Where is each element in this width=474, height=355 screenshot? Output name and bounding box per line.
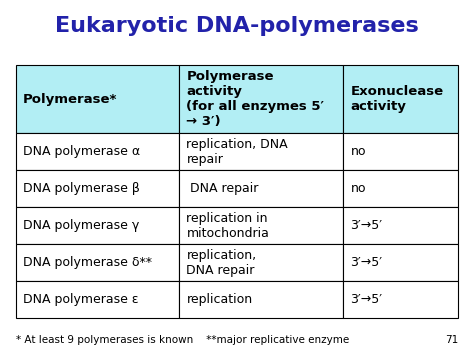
- FancyBboxPatch shape: [16, 282, 180, 318]
- Text: no: no: [350, 182, 366, 195]
- FancyBboxPatch shape: [16, 170, 180, 207]
- Text: replication,
DNA repair: replication, DNA repair: [186, 249, 256, 277]
- FancyBboxPatch shape: [180, 170, 343, 207]
- Text: DNA polymerase β: DNA polymerase β: [23, 182, 139, 195]
- Text: DNA polymerase α: DNA polymerase α: [23, 145, 140, 158]
- Text: replication in
mitochondria: replication in mitochondria: [186, 212, 269, 240]
- Text: Eukaryotic DNA-polymerases: Eukaryotic DNA-polymerases: [55, 16, 419, 36]
- Text: DNA polymerase δ**: DNA polymerase δ**: [23, 256, 152, 269]
- Text: replication, DNA
repair: replication, DNA repair: [186, 138, 288, 166]
- Text: replication: replication: [186, 293, 253, 306]
- FancyBboxPatch shape: [16, 133, 180, 170]
- Text: DNA repair: DNA repair: [186, 182, 259, 195]
- FancyBboxPatch shape: [16, 207, 180, 244]
- Text: DNA polymerase γ: DNA polymerase γ: [23, 219, 139, 232]
- Text: no: no: [350, 145, 366, 158]
- Text: Exonuclease
activity: Exonuclease activity: [350, 85, 444, 113]
- FancyBboxPatch shape: [16, 244, 180, 282]
- FancyBboxPatch shape: [180, 207, 343, 244]
- Text: 3′→5′: 3′→5′: [350, 219, 383, 232]
- Text: Polymerase*: Polymerase*: [23, 93, 117, 105]
- Text: 3′→5′: 3′→5′: [350, 293, 383, 306]
- FancyBboxPatch shape: [180, 65, 343, 133]
- Text: Polymerase
activity
(for all enzymes 5′
→ 3′): Polymerase activity (for all enzymes 5′ …: [186, 70, 325, 128]
- FancyBboxPatch shape: [180, 133, 343, 170]
- FancyBboxPatch shape: [343, 65, 458, 133]
- FancyBboxPatch shape: [343, 170, 458, 207]
- Text: DNA polymerase ε: DNA polymerase ε: [23, 293, 138, 306]
- FancyBboxPatch shape: [180, 282, 343, 318]
- FancyBboxPatch shape: [343, 133, 458, 170]
- FancyBboxPatch shape: [16, 65, 180, 133]
- Text: 71: 71: [445, 334, 458, 344]
- Text: * At least 9 polymerases is known    **major replicative enzyme: * At least 9 polymerases is known **majo…: [16, 334, 349, 344]
- FancyBboxPatch shape: [343, 282, 458, 318]
- FancyBboxPatch shape: [343, 207, 458, 244]
- FancyBboxPatch shape: [343, 244, 458, 282]
- FancyBboxPatch shape: [180, 244, 343, 282]
- Text: 3′→5′: 3′→5′: [350, 256, 383, 269]
